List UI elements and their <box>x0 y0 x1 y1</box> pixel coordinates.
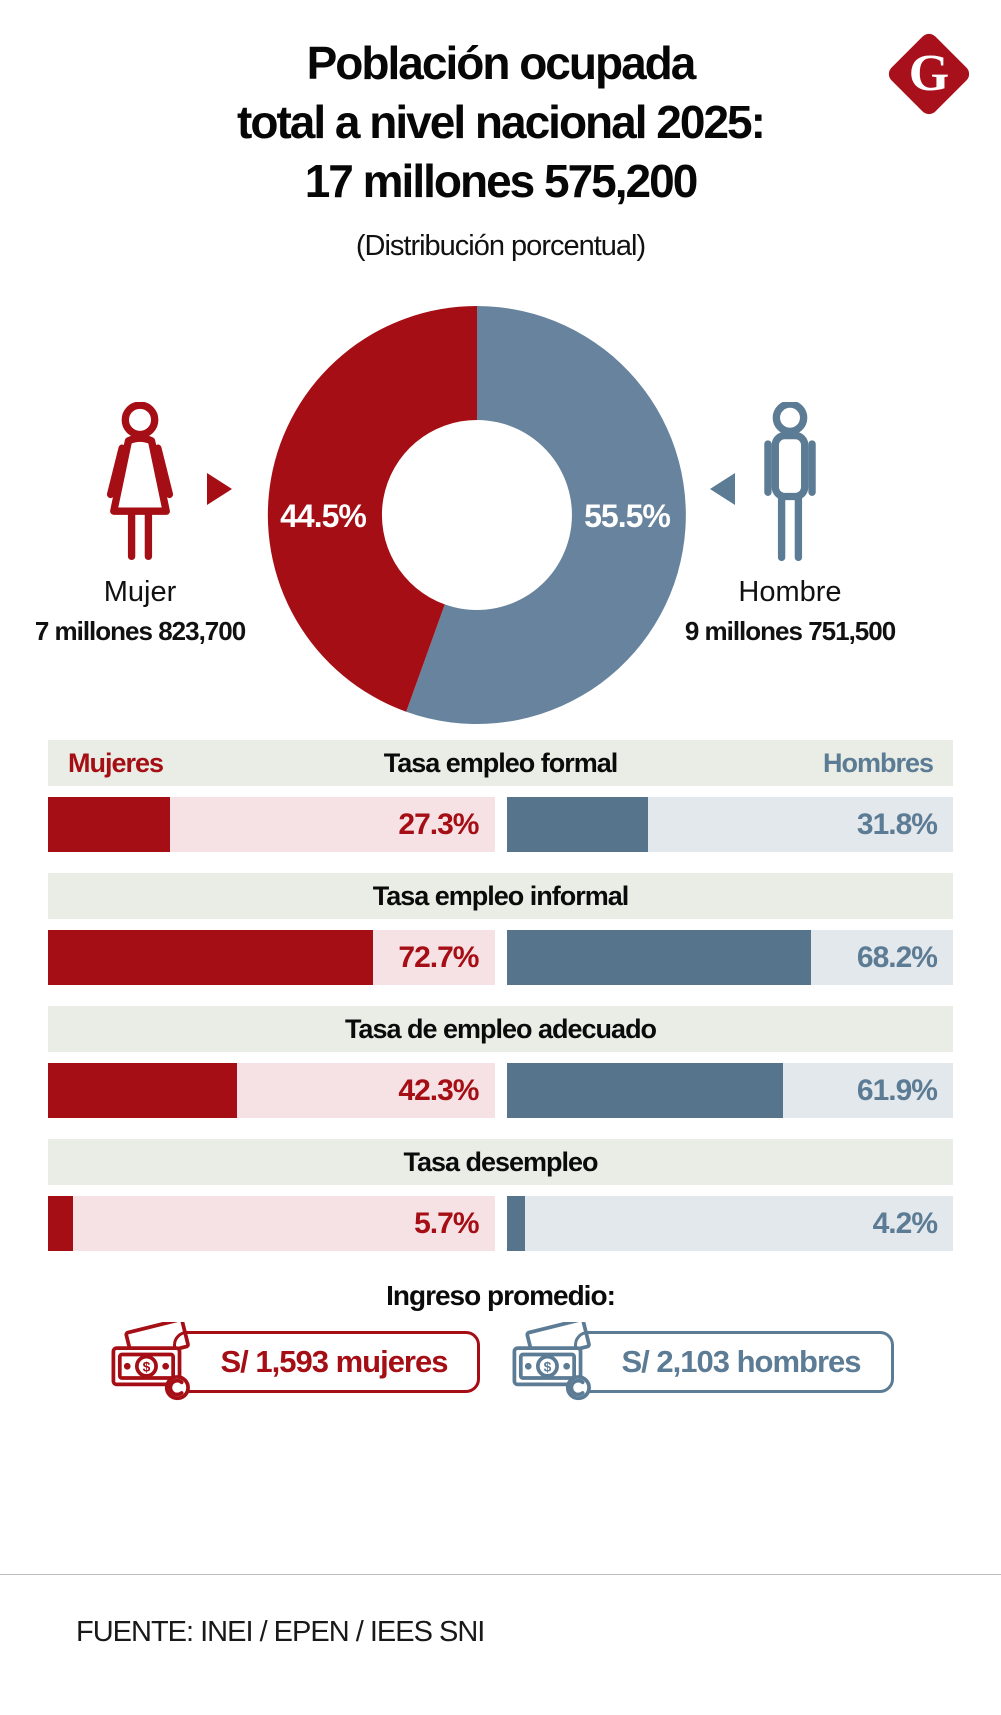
bar-value-male: 31.8% <box>856 808 938 841</box>
logo-letter: G <box>908 45 950 102</box>
section-band: Tasa desempleo <box>48 1139 953 1185</box>
source-text: FUENTE: INEI / EPEN / IEES SNI <box>76 1616 485 1648</box>
bar-fill-female <box>48 797 170 852</box>
legend-mujeres: Mujeres <box>68 748 164 778</box>
bar-track-female: 42.3% <box>48 1063 495 1118</box>
svg-text:$: $ <box>143 1359 151 1375</box>
bar-track-male: 31.8% <box>506 797 953 852</box>
bar-row: 5.7% 4.2% <box>48 1196 953 1251</box>
bar-value-male: 61.9% <box>856 1074 938 1107</box>
page-subtitle: (Distribución porcentual) <box>355 230 646 262</box>
bar-sections: Mujeres Tasa empleo formal Hombres 27.3%… <box>48 740 953 1272</box>
bar-value-female: 5.7% <box>414 1207 479 1240</box>
bar-fill-female <box>48 1063 237 1118</box>
bar-row: 42.3% 61.9% <box>48 1063 953 1118</box>
female-name-label: Mujer <box>103 576 177 608</box>
gestion-logo: G <box>883 28 975 120</box>
section-title: Tasa de empleo adecuado <box>344 1014 657 1044</box>
income-row: $ S/ 1,593 mujeres $ S/ 2,103 hombres <box>0 1322 1001 1402</box>
section-band: Mujeres Tasa empleo formal Hombres <box>48 740 953 786</box>
donut-chart-area: 44.5% 55.5% Mujer 7 millones 823,700 <box>0 290 1001 745</box>
income-pill-male: S/ 2,103 hombres <box>574 1331 894 1393</box>
money-icon-male: $ <box>513 1322 592 1401</box>
female-figure-block: Mujer 7 millones 823,700 <box>15 290 265 745</box>
male-figure-block: Hombre 9 millones 751,500 <box>665 290 915 745</box>
income-pill-female: S/ 1,593 mujeres <box>173 1331 481 1393</box>
female-total-label: 7 millones 823,700 <box>34 616 246 646</box>
bar-value-female: 27.3% <box>398 808 479 841</box>
bar-fill-female <box>48 1196 74 1251</box>
section-title: Tasa empleo formal <box>383 748 619 778</box>
male-name-label: Hombre <box>738 576 842 608</box>
bar-row: 27.3% 31.8% <box>48 797 953 852</box>
bar-fill-male <box>506 930 811 985</box>
income-item-male: $ S/ 2,103 hombres <box>508 1322 894 1402</box>
arrow-right-icon <box>207 473 232 505</box>
donut-segment-male <box>406 306 686 724</box>
bar-fill-male <box>506 1063 783 1118</box>
section-title: Tasa desempleo <box>403 1147 598 1177</box>
male-total-label: 9 millones 751,500 <box>684 616 896 646</box>
page-title: Población ocupada total a nivel nacional… <box>0 34 1001 211</box>
bar-fill-female <box>48 930 373 985</box>
bar-row: 72.7% 68.2% <box>48 930 953 985</box>
bar-value-male: 4.2% <box>872 1207 938 1240</box>
section-tasa-empleo-formal: Mujeres Tasa empleo formal Hombres 27.3%… <box>48 740 953 852</box>
section-tasa-empleo-informal: Tasa empleo informal 72.7% 68.2% <box>48 873 953 985</box>
bar-track-female: 72.7% <box>48 930 495 985</box>
man-icon <box>764 402 816 562</box>
donut-label-female-pct: 44.5% <box>280 498 367 534</box>
bar-track-female: 27.3% <box>48 797 495 852</box>
bar-track-male: 4.2% <box>506 1196 953 1251</box>
donut-chart <box>267 305 686 724</box>
bar-track-male: 61.9% <box>506 1063 953 1118</box>
income-heading: Ingreso promedio: <box>386 1280 616 1311</box>
woman-icon <box>106 402 174 561</box>
donut-segment-female <box>267 305 477 712</box>
title-line-3: 17 millones 575,200 <box>304 155 699 207</box>
bar-fill-male <box>506 1196 526 1251</box>
section-tasa-desempleo: Tasa desempleo 5.7% 4.2% <box>48 1139 953 1251</box>
bar-track-male: 68.2% <box>506 930 953 985</box>
section-tasa-empleo-adecuado: Tasa de empleo adecuado 42.3% 61.9% <box>48 1006 953 1118</box>
footer-divider <box>0 1574 1001 1575</box>
svg-text:$: $ <box>544 1359 552 1375</box>
money-icon-female: $ <box>112 1322 191 1401</box>
section-band: Tasa empleo informal <box>48 873 953 919</box>
bar-fill-male <box>506 797 649 852</box>
title-line-1: Población ocupada <box>306 37 697 89</box>
bar-track-female: 5.7% <box>48 1196 495 1251</box>
arrow-left-icon <box>710 473 735 505</box>
legend-hombres: Hombres <box>822 748 934 778</box>
section-band: Tasa de empleo adecuado <box>48 1006 953 1052</box>
donut-label-male-pct: 55.5% <box>584 498 671 534</box>
bar-value-male: 68.2% <box>856 941 938 974</box>
section-title: Tasa empleo informal <box>372 881 630 911</box>
income-item-female: $ S/ 1,593 mujeres <box>107 1322 481 1402</box>
title-line-2: total a nivel nacional 2025: <box>237 96 766 148</box>
bar-value-female: 72.7% <box>398 941 479 974</box>
bar-value-female: 42.3% <box>398 1074 479 1107</box>
